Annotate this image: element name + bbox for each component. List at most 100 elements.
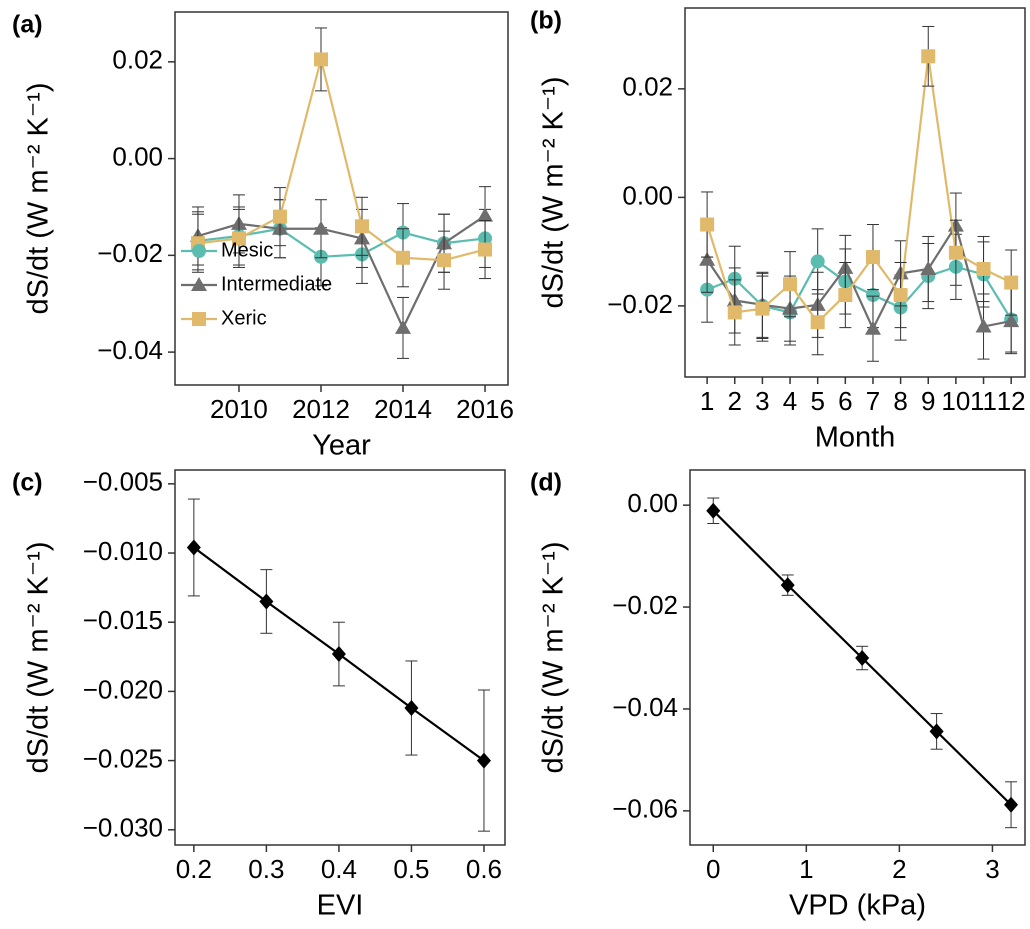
y-tick-label: −0.005	[83, 467, 163, 497]
marker	[259, 593, 274, 610]
marker	[865, 250, 880, 265]
marker	[396, 250, 411, 265]
x-tick-label: 2010	[210, 394, 268, 424]
legend-label: Xeric	[221, 307, 267, 329]
marker	[810, 315, 825, 330]
y-tick-label: −0.02	[607, 289, 673, 319]
y-tick-label: −0.04	[97, 335, 163, 365]
marker	[272, 209, 287, 224]
marker	[404, 700, 419, 717]
y-tick-label: −0.025	[83, 743, 163, 773]
marker	[783, 277, 798, 292]
x-tick-label: 10	[941, 386, 970, 416]
marker	[312, 220, 329, 235]
legend-label: Intermediate	[221, 273, 332, 295]
y-tick-label: −0.02	[612, 590, 678, 620]
x-tick-label: 0.2	[176, 854, 212, 884]
y-tick-label: −0.02	[97, 238, 163, 268]
x-tick-label: 12	[997, 386, 1026, 416]
y-tick-label: 0.00	[627, 488, 678, 518]
marker	[975, 318, 992, 333]
x-tick-label: 1	[799, 854, 813, 884]
marker	[1004, 275, 1019, 290]
panel-label: (c)	[12, 469, 43, 497]
x-tick-label: 4	[783, 386, 797, 416]
marker	[727, 305, 742, 320]
x-tick-label: 2	[728, 386, 742, 416]
legend-label: Mesic	[221, 239, 273, 261]
marker	[780, 577, 795, 594]
x-axis-label: EVI	[317, 890, 364, 922]
marker	[838, 288, 853, 303]
x-tick-label: 3	[985, 854, 999, 884]
x-axis-label: Year	[312, 430, 371, 462]
marker	[706, 502, 721, 519]
y-axis-label: dS/dt (W m⁻² K⁻¹)	[23, 542, 55, 774]
x-tick-label: 5	[810, 386, 824, 416]
marker	[810, 254, 825, 269]
legend-marker	[191, 277, 207, 291]
y-axis-label: dS/dt (W m⁻² K⁻¹)	[23, 83, 55, 315]
x-axis-label: Month	[815, 422, 896, 454]
marker	[478, 242, 493, 257]
x-tick-label: 3	[755, 386, 769, 416]
series	[700, 25, 1019, 356]
x-tick-label: 2014	[374, 394, 432, 424]
marker	[355, 219, 370, 234]
marker	[395, 319, 412, 334]
series	[706, 497, 1019, 829]
x-tick-label: 2016	[456, 394, 514, 424]
marker	[231, 231, 246, 246]
y-tick-label: 0.02	[622, 72, 673, 102]
y-tick-label: 0.00	[112, 141, 163, 171]
y-tick-label: −0.04	[612, 692, 678, 722]
marker	[948, 245, 963, 260]
marker	[865, 288, 880, 303]
plot-frame	[174, 11, 509, 386]
marker	[477, 207, 494, 222]
series	[190, 27, 493, 290]
y-tick-label: 0.02	[112, 45, 163, 75]
legend-marker	[192, 312, 206, 326]
y-tick-label: −0.015	[83, 605, 163, 635]
series-line	[706, 56, 1012, 324]
x-axis-label: VPD (kPa)	[789, 890, 926, 922]
marker	[699, 251, 716, 266]
panel-label: (a)	[12, 11, 43, 39]
x-tick-label: 11	[970, 386, 997, 416]
x-tick-label: 0.5	[393, 854, 429, 884]
marker	[929, 723, 944, 740]
y-tick-label: 0.00	[622, 180, 673, 210]
x-tick-label: 2	[892, 854, 906, 884]
marker	[437, 253, 452, 268]
y-tick-label: −0.020	[83, 674, 163, 704]
plot-frame	[684, 7, 1026, 378]
y-axis-label: dS/dt (W m⁻² K⁻¹)	[538, 77, 570, 309]
series	[186, 498, 491, 832]
x-tick-label: 8	[893, 386, 907, 416]
x-tick-label: 0.3	[248, 854, 284, 884]
y-axis-label: dS/dt (W m⁻² K⁻¹)	[538, 542, 570, 774]
x-tick-label: 0	[706, 854, 720, 884]
marker	[921, 49, 936, 64]
marker	[920, 261, 937, 276]
x-tick-label: 2012	[292, 394, 350, 424]
x-tick-label: 0.6	[466, 854, 502, 884]
series	[700, 228, 1019, 353]
x-tick-label: 0.4	[321, 854, 357, 884]
marker	[864, 320, 881, 335]
marker	[893, 288, 908, 303]
plot-frame	[689, 469, 1026, 846]
marker	[1003, 313, 1020, 328]
x-tick-label: 7	[866, 386, 880, 416]
y-tick-label: −0.010	[83, 536, 163, 566]
x-tick-label: 1	[700, 386, 714, 416]
marker	[476, 752, 491, 769]
marker	[855, 650, 870, 667]
marker	[755, 301, 770, 316]
marker	[186, 539, 201, 556]
marker	[313, 52, 328, 67]
y-tick-label: −0.06	[612, 794, 678, 824]
